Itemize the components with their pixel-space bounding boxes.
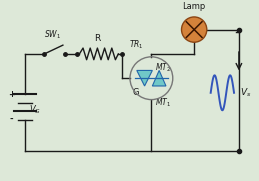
Text: $SW_1$: $SW_1$: [44, 29, 61, 41]
Polygon shape: [152, 70, 166, 86]
Text: R: R: [94, 34, 100, 43]
Text: $MT_2$: $MT_2$: [155, 62, 171, 74]
Text: $MT_1$: $MT_1$: [155, 97, 171, 109]
Text: $V_G$: $V_G$: [29, 103, 41, 116]
Text: G: G: [133, 88, 139, 97]
Polygon shape: [137, 70, 152, 86]
Text: +: +: [8, 90, 15, 99]
Text: -: -: [10, 115, 13, 124]
Text: $V_s$: $V_s$: [240, 87, 251, 99]
Text: Lamp: Lamp: [183, 2, 206, 11]
Circle shape: [182, 17, 207, 42]
Text: $TR_1$: $TR_1$: [129, 39, 143, 51]
